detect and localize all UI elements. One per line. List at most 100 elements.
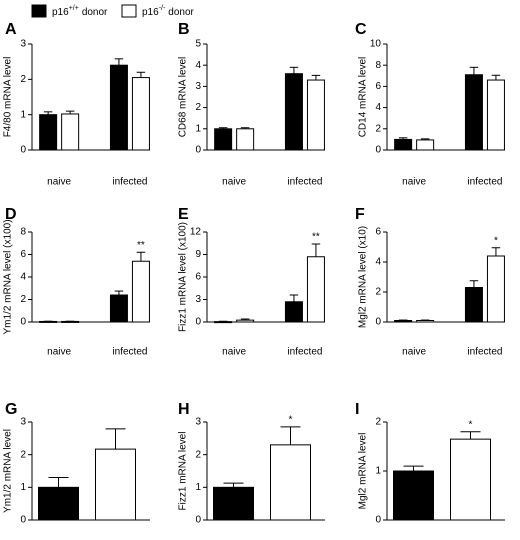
legend-name: p16 — [142, 7, 159, 18]
y-tick-label: 2 — [20, 74, 26, 85]
y-tick-label: 0 — [195, 317, 201, 328]
y-tick-label: 8 — [375, 60, 381, 71]
y-tick-label: 0 — [20, 145, 26, 156]
bar — [39, 114, 58, 151]
y-axis-label: Ym1/2 mRNA level — [3, 429, 14, 513]
y-tick-label: 4 — [375, 257, 381, 268]
x-tick-label: infected — [112, 347, 147, 358]
y-tick-label: 9 — [195, 249, 201, 260]
panel-letter: C — [355, 21, 367, 38]
y-tick-label: 3 — [20, 39, 26, 50]
y-tick-label: 1 — [375, 466, 381, 477]
panel-letter: I — [355, 401, 359, 418]
bar — [131, 77, 150, 151]
y-tick-label: 2 — [375, 287, 381, 298]
panel-letter: A — [5, 21, 17, 38]
legend-suffix: donor — [168, 7, 194, 18]
x-tick-label: infected — [287, 177, 322, 188]
y-axis-label: Mgl2 mRNA level (x10) — [358, 226, 369, 328]
x-tick-label: infected — [467, 347, 502, 358]
bar — [306, 79, 325, 151]
significance: * — [494, 235, 498, 246]
y-tick-label: 3 — [195, 81, 201, 92]
legend-name: p16 — [52, 7, 69, 18]
y-tick-label: 1 — [195, 482, 201, 493]
bar — [486, 255, 505, 323]
bar — [109, 64, 128, 151]
y-tick-label: 2 — [20, 449, 26, 460]
x-tick-label: infected — [112, 177, 147, 188]
y-tick-label: 1 — [20, 482, 26, 493]
bar — [38, 486, 79, 521]
significance: ** — [137, 240, 145, 251]
y-tick-label: 2 — [375, 123, 381, 134]
bar — [450, 438, 491, 521]
y-tick-label: 2 — [375, 417, 381, 428]
bar — [306, 256, 325, 323]
y-tick-label: 0 — [375, 145, 381, 156]
y-tick-label: 0 — [20, 317, 26, 328]
x-tick-label: naive — [402, 177, 426, 188]
legend-label: p16-/- donor — [142, 5, 195, 18]
bar — [214, 128, 233, 151]
bar — [394, 138, 413, 151]
y-tick-label: 12 — [190, 227, 202, 238]
legend-label: p16+/+ donor — [52, 5, 108, 18]
x-tick-label: naive — [222, 177, 246, 188]
bar — [131, 260, 150, 323]
y-tick-label: 2 — [20, 294, 26, 305]
y-tick-label: 0 — [375, 317, 381, 328]
y-axis-label: Ym1/2 mRNA level (x100) — [3, 219, 14, 334]
y-tick-label: 10 — [370, 39, 382, 50]
panel-letter: E — [178, 206, 189, 223]
x-tick-label: infected — [467, 177, 502, 188]
y-axis-label: Fizz1 mRNA level (x100) — [178, 222, 189, 332]
y-axis-label: CD14 mRNA level — [358, 57, 369, 138]
y-tick-label: 6 — [375, 227, 381, 238]
y-tick-label: 4 — [195, 60, 201, 71]
y-tick-label: 4 — [375, 102, 381, 113]
x-tick-label: naive — [402, 347, 426, 358]
y-tick-label: 2 — [195, 449, 201, 460]
y-tick-label: 6 — [375, 81, 381, 92]
y-tick-label: 5 — [195, 39, 201, 50]
bar — [284, 301, 303, 323]
legend-superscript: +/+ — [69, 5, 79, 12]
y-tick-label: 8 — [20, 227, 26, 238]
legend-suffix: donor — [82, 7, 108, 18]
x-tick-label: naive — [47, 347, 71, 358]
y-tick-label: 3 — [195, 417, 201, 428]
bar — [284, 73, 303, 151]
bar — [464, 287, 483, 323]
x-tick-label: infected — [287, 347, 322, 358]
bar — [416, 139, 435, 151]
y-tick-label: 3 — [195, 294, 201, 305]
bar — [486, 79, 505, 151]
y-axis-label: CD68 mRNA level — [178, 57, 189, 138]
y-tick-label: 4 — [20, 272, 26, 283]
legend-swatch — [31, 4, 47, 18]
bar — [270, 444, 311, 521]
y-axis-label: Fizz1 mRNA level — [178, 432, 189, 511]
significance: ** — [312, 232, 320, 243]
y-tick-label: 6 — [20, 249, 26, 260]
y-tick-label: 1 — [20, 109, 26, 120]
bar — [236, 128, 255, 151]
x-tick-label: naive — [222, 347, 246, 358]
y-tick-label: 1 — [195, 123, 201, 134]
bar — [95, 448, 136, 521]
x-tick-label: naive — [47, 177, 71, 188]
panel-letter: H — [178, 401, 190, 418]
y-axis-label: F4/80 mRNA level — [3, 57, 14, 138]
panel-letter: G — [5, 401, 17, 418]
bar — [464, 74, 483, 151]
y-tick-label: 0 — [195, 145, 201, 156]
y-tick-label: 3 — [20, 417, 26, 428]
legend-swatch — [121, 4, 137, 18]
panel-letter: B — [178, 21, 190, 38]
y-tick-label: 0 — [20, 515, 26, 526]
y-axis-label: Mgl2 mRNA level — [358, 433, 369, 510]
significance: * — [289, 415, 293, 426]
panel-letter: F — [355, 206, 365, 223]
